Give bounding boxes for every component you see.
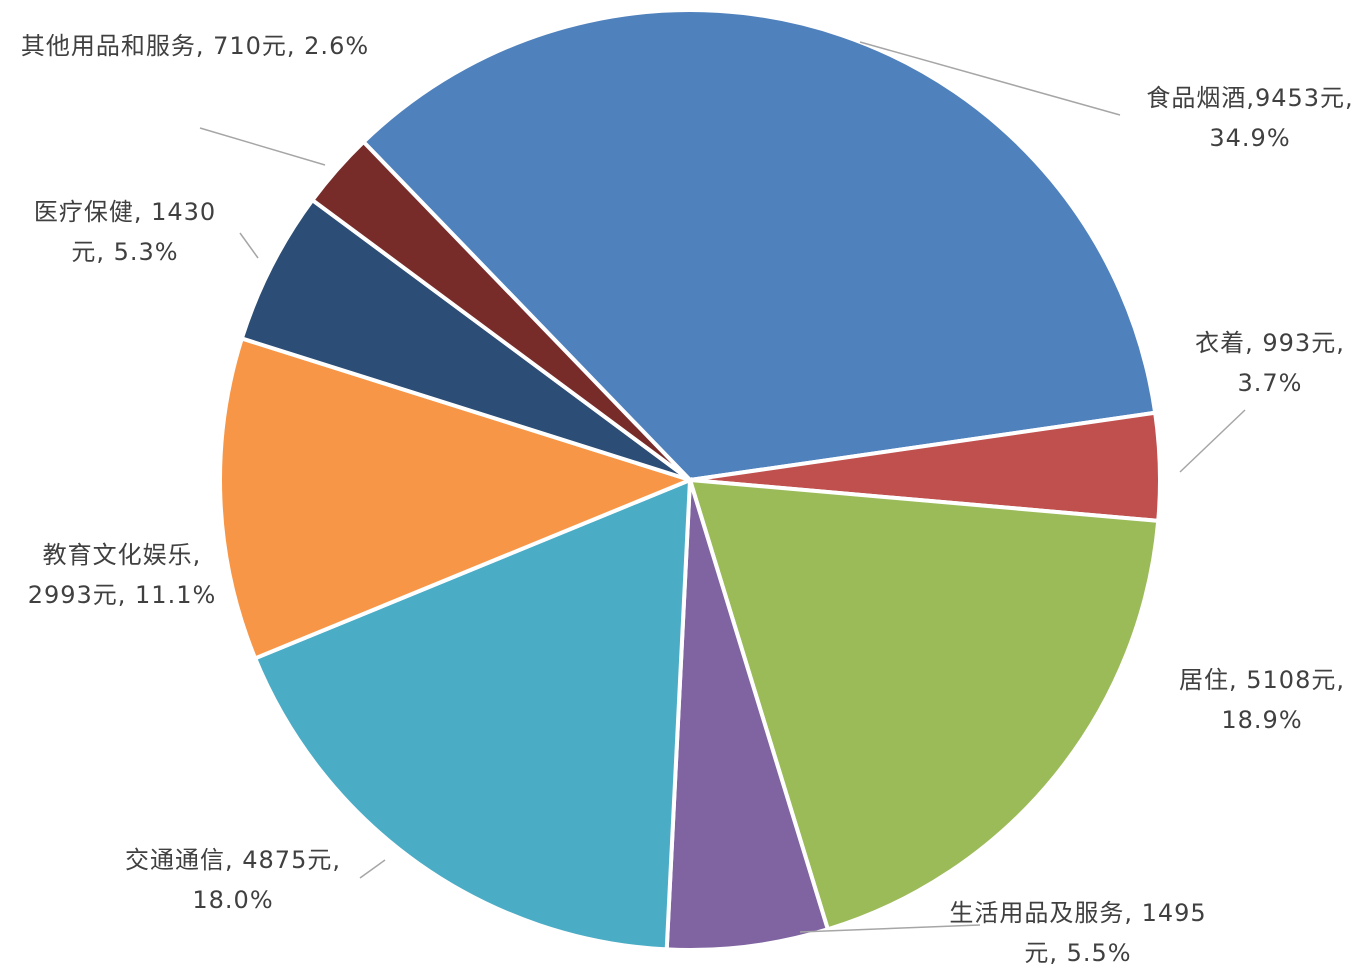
pie-slice [309,139,692,482]
data-label: 教育文化娱乐, 2993元, 11.1% [27,541,217,609]
data-label: 居住, 5108元, 18.9% [1179,666,1345,734]
leader-line [359,859,386,879]
leader-line [199,127,326,166]
data-label: 医疗保健, 1430元, 5.3% [33,198,217,266]
leader-line [239,232,259,259]
data-label: 交通通信, 4875元, 18.0% [125,846,341,914]
pie-slice [252,476,693,952]
data-label: 其他用品和服务, 710元, 2.6% [20,32,370,60]
data-label: 生活用品及服务, 1495元, 5.5% [949,899,1207,967]
pie-slice [239,197,692,482]
leader-line [799,924,981,933]
data-label: 衣着, 993元, 3.7% [1195,329,1345,397]
pie-slice [360,8,1158,483]
leader-line [859,41,1121,116]
leader-line [1179,409,1246,473]
pie-slice [687,477,1161,932]
data-label: 食品烟酒,9453元, 34.9% [1146,84,1354,152]
pie-slice [218,335,696,661]
